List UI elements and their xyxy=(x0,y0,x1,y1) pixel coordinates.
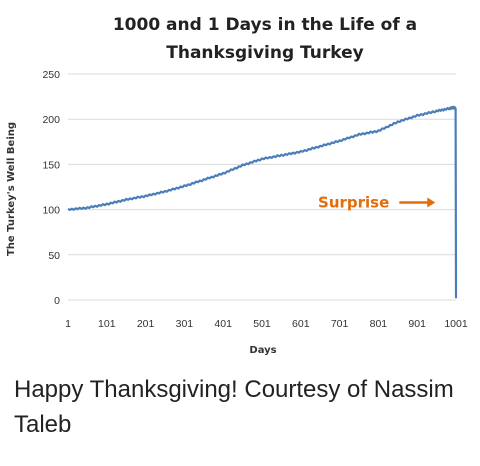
series-line xyxy=(67,105,458,299)
x-tick-label: 201 xyxy=(137,318,155,330)
series-group xyxy=(67,105,458,299)
caption-text: Happy Thanksgiving! Courtesy of Nassim T… xyxy=(14,376,454,438)
x-tick-label: 901 xyxy=(408,318,426,330)
y-tick-labels: 0 50 100 150 200 250 xyxy=(42,69,60,307)
y-tick-label: 0 xyxy=(54,295,60,307)
y-tick-label: 150 xyxy=(42,159,60,171)
x-tick-label: 701 xyxy=(331,318,349,330)
x-tick-label: 801 xyxy=(370,318,388,330)
gridlines xyxy=(68,73,456,301)
y-tick-label: 50 xyxy=(48,250,60,262)
chart-title-line-2: Thanksgiving Turkey xyxy=(166,43,363,63)
x-tick-label: 501 xyxy=(253,318,271,330)
x-tick-label: 401 xyxy=(214,318,232,330)
x-tick-label: 101 xyxy=(98,318,116,330)
x-tick-labels: 1 101 201 301 401 501 601 701 801 901 1001 xyxy=(65,318,468,330)
x-tick-label: 601 xyxy=(292,318,310,330)
surprise-annotation: Surprise xyxy=(318,193,389,211)
y-axis-label: The Turkey's Well Being xyxy=(6,122,17,256)
x-axis-label: Days xyxy=(249,345,276,356)
chart-title-line-1: 1000 and 1 Days in the Life of a xyxy=(113,15,417,35)
x-tick-label: 1 xyxy=(65,318,71,330)
y-tick-label: 100 xyxy=(42,205,60,217)
x-tick-label: 1001 xyxy=(444,318,468,330)
y-tick-label: 250 xyxy=(42,69,60,81)
surprise-arrow xyxy=(399,197,436,208)
y-tick-label: 200 xyxy=(42,114,60,126)
chart: 1000 and 1 Days in the Life of a Thanksg… xyxy=(6,15,468,356)
x-tick-label: 301 xyxy=(176,318,194,330)
